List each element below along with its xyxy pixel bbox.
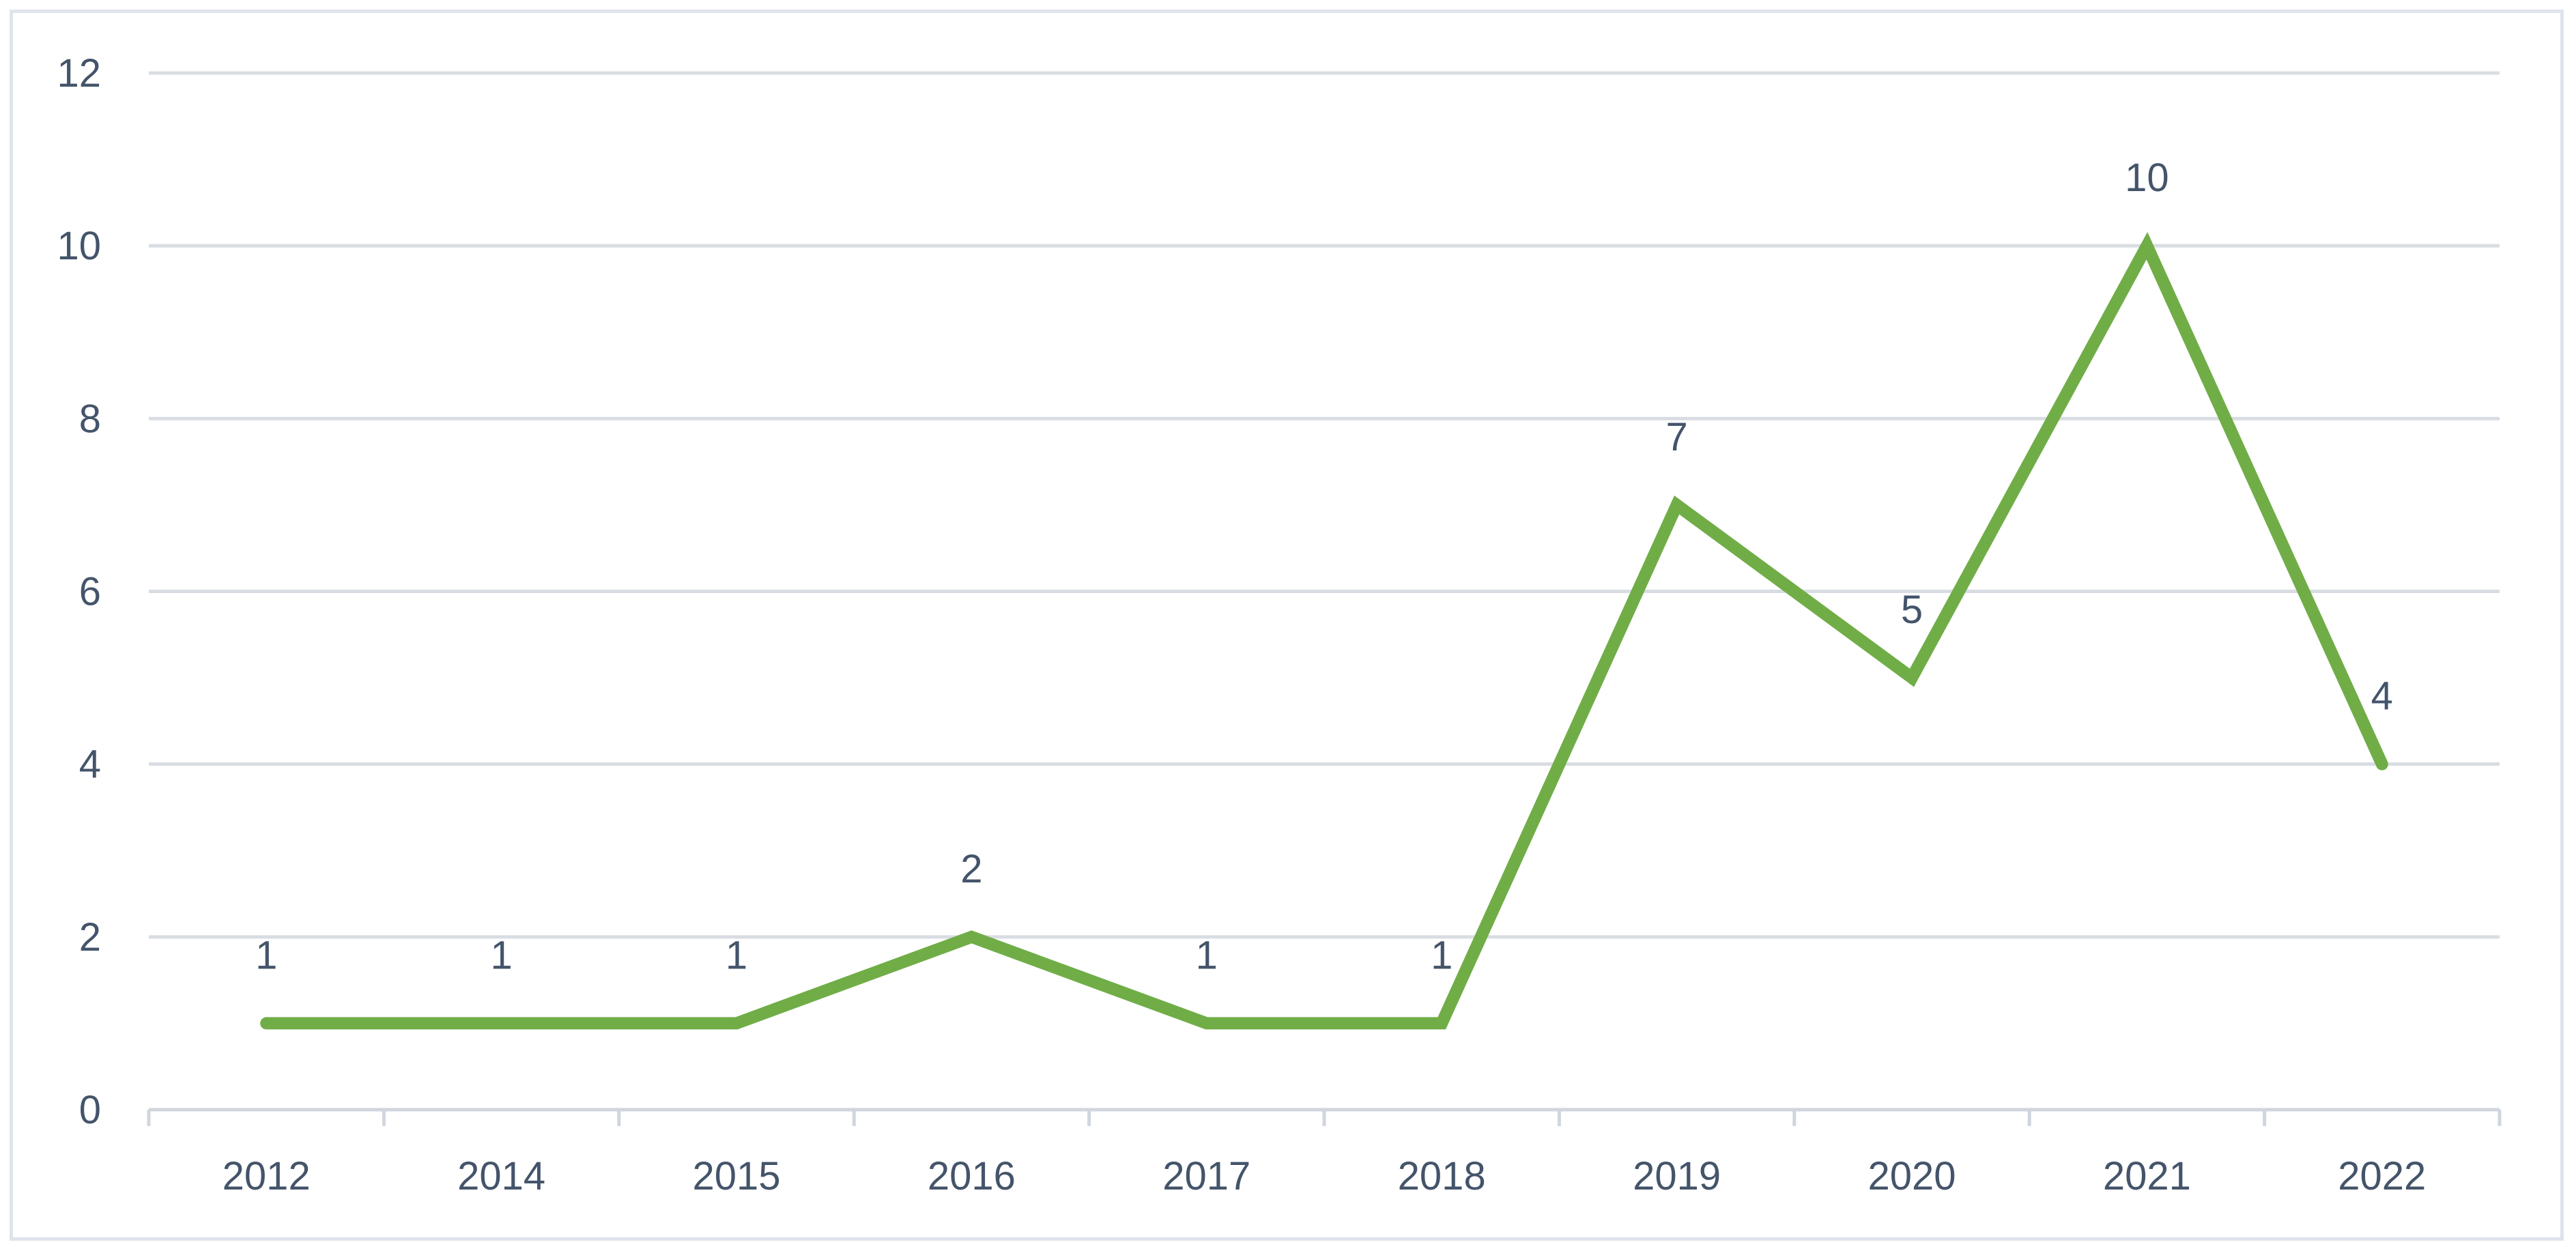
data-point <box>1201 1018 1212 1029</box>
data-label: 7 <box>1665 415 1687 459</box>
data-label: 1 <box>490 933 512 977</box>
y-tick-label: 2 <box>79 915 101 960</box>
data-point <box>1436 1018 1448 1029</box>
y-tick-label: 8 <box>79 397 101 441</box>
series-layer <box>260 231 2388 1030</box>
y-tick-label: 0 <box>79 1088 101 1132</box>
x-tick-label: 2012 <box>223 1154 311 1198</box>
x-tick-label: 2016 <box>928 1154 1016 1198</box>
x-axis <box>147 1108 2502 1126</box>
data-point <box>1671 499 1683 510</box>
gridlines <box>149 71 2500 939</box>
data-label: 1 <box>1431 933 1452 977</box>
x-tick-label: 2020 <box>1867 1154 1956 1198</box>
data-point <box>966 931 977 942</box>
data-point <box>1906 672 1917 684</box>
data-point <box>261 1018 272 1029</box>
y-tick-label: 4 <box>79 743 101 787</box>
y-tick-label: 12 <box>57 51 101 96</box>
x-tick-label: 2022 <box>2338 1154 2426 1198</box>
data-label: 10 <box>2125 156 2169 200</box>
y-tick-label: 10 <box>57 224 101 268</box>
data-label: 2 <box>960 847 982 891</box>
data-point <box>496 1018 507 1029</box>
x-tick-label: 2017 <box>1162 1154 1250 1198</box>
x-axis-tick-labels: 2012 2014 2015 2016 2017 2018 2019 2020 2021 2022 <box>223 1154 2427 1198</box>
chart-frame <box>10 10 2564 1241</box>
x-tick-label: 2014 <box>457 1154 545 1198</box>
data-labels: 1 1 1 2 1 1 7 5 10 4 <box>255 156 2393 977</box>
data-label: 1 <box>255 933 277 977</box>
x-tick-label: 2018 <box>1398 1154 1486 1198</box>
x-tick-label: 2015 <box>692 1154 780 1198</box>
data-label: 1 <box>1196 933 1218 977</box>
data-label: 4 <box>2371 674 2393 719</box>
data-point <box>731 1018 742 1029</box>
data-label: 5 <box>1901 588 1923 632</box>
series-line <box>260 231 2388 1030</box>
x-tick-label: 2019 <box>1633 1154 1721 1198</box>
data-point <box>2141 240 2153 252</box>
data-label: 1 <box>726 933 747 977</box>
x-tick-label: 2021 <box>2103 1154 2191 1198</box>
data-point <box>2376 758 2388 770</box>
y-axis-tick-labels: 0 2 4 6 8 10 12 <box>57 51 101 1132</box>
y-tick-label: 6 <box>79 570 101 614</box>
